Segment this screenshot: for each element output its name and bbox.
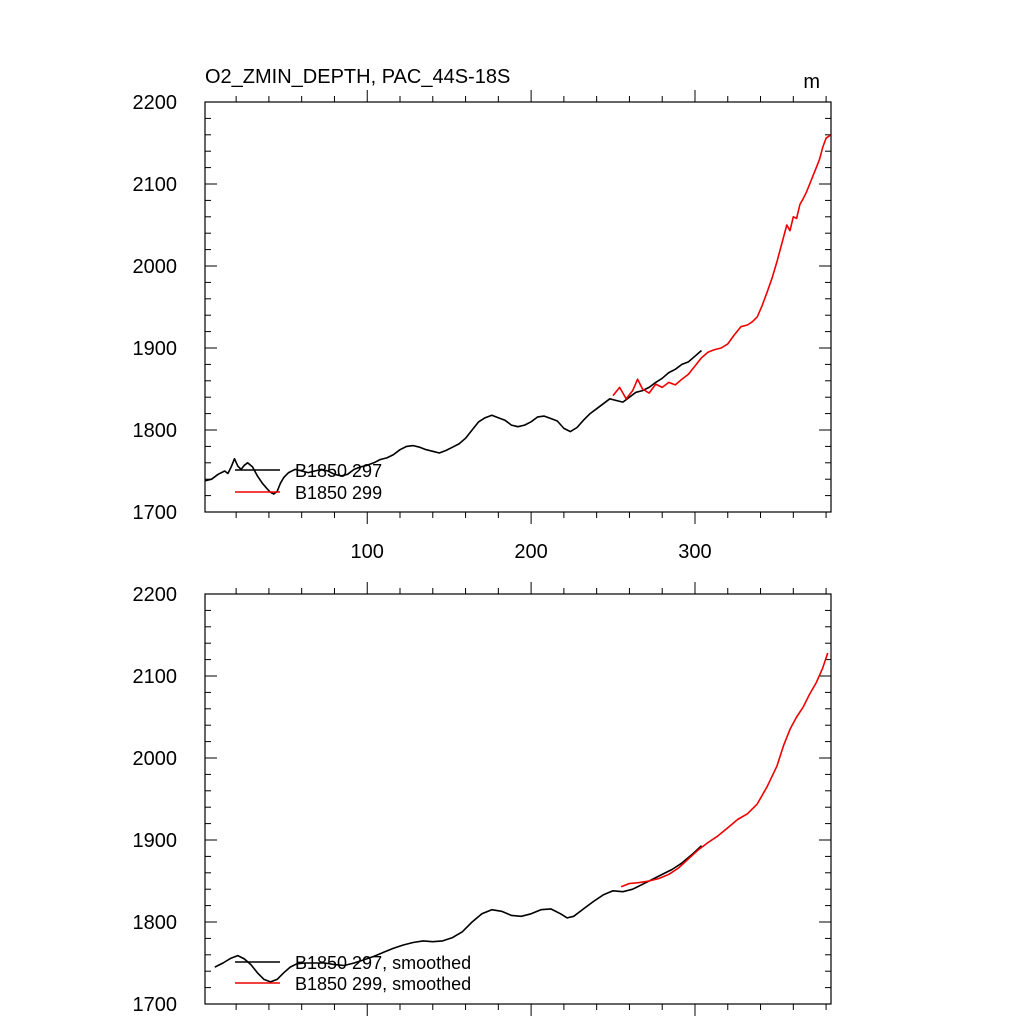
series-line-b1850-297-smoothed [214, 845, 703, 983]
y-tick-label: 1700 [133, 502, 178, 524]
x-tick-label: 100 [351, 541, 384, 563]
series-line-b1850-297 [204, 349, 703, 495]
plot-frame [204, 101, 832, 513]
series-lines [204, 134, 832, 495]
axis-tick-labels: 1700 1800 1900 2000 2100 2200 100 200 300 [133, 92, 712, 563]
plot-frame [204, 593, 832, 1005]
y-tick-label: 2000 [133, 748, 178, 770]
y-tick-label: 1900 [133, 830, 178, 852]
x-tick-label: 300 [678, 541, 711, 563]
series-lines [214, 652, 829, 983]
axis-tick-labels: 1700 1800 1900 2000 2100 2200 [133, 584, 178, 1016]
series-line-b1850-299 [612, 134, 832, 400]
x-tick-label: 200 [514, 541, 547, 563]
top-panel: O2_ZMIN_DEPTH, PAC_44S-18S m 1700 1800 190… [133, 66, 832, 563]
y-tick-label: 2100 [133, 666, 178, 688]
legend-label-b1850-299-smoothed: B1850 299, smoothed [295, 974, 471, 994]
legend-label-b1850-299: B1850 299 [295, 483, 382, 503]
y-tick-label: 1700 [133, 994, 178, 1016]
y-tick-label: 1900 [133, 338, 178, 360]
axis-ticks [205, 90, 831, 524]
y-tick-label: 1800 [133, 420, 178, 442]
y-tick-label: 2000 [133, 256, 178, 278]
series-line-b1850-299-smoothed [620, 652, 829, 888]
axis-ticks [205, 582, 831, 1016]
legend: B1850 297, smoothed B1850 299, smoothed [235, 953, 471, 994]
y-tick-label: 2200 [133, 584, 178, 606]
chart-title: O2_ZMIN_DEPTH, PAC_44S-18S [205, 66, 510, 88]
legend: B1850 297 B1850 299 [235, 461, 382, 503]
units-label: m [803, 71, 820, 93]
y-tick-label: 2100 [133, 174, 178, 196]
legend-label-b1850-297-smoothed: B1850 297, smoothed [295, 953, 471, 973]
bottom-panel: 1700 1800 1900 2000 2100 2200 B1850 297, smoo… [133, 582, 832, 1016]
legend-label-b1850-297: B1850 297 [295, 461, 382, 481]
y-tick-label: 2200 [133, 92, 178, 114]
y-tick-label: 1800 [133, 912, 178, 934]
